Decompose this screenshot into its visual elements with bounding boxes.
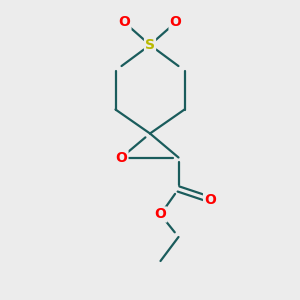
Text: S: S <box>145 38 155 52</box>
Text: O: O <box>154 208 166 221</box>
Text: O: O <box>204 193 216 206</box>
Text: O: O <box>118 16 130 29</box>
Text: O: O <box>116 151 128 164</box>
Text: O: O <box>169 16 181 29</box>
